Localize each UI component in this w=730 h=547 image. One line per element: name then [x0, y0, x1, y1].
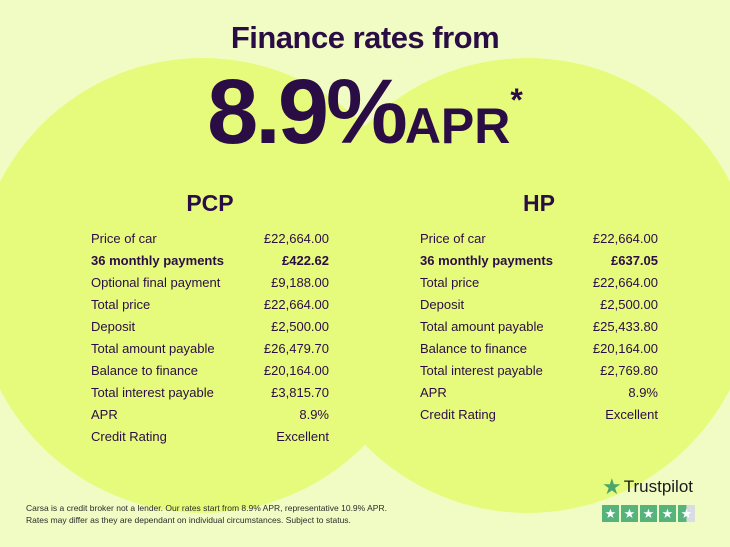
hp-rows: Price of car £22,664.00 36 monthly payment…	[420, 228, 658, 426]
row-label: Total amount payable	[91, 341, 215, 356]
row-label: Credit Rating	[420, 407, 496, 422]
row-label: Deposit	[91, 319, 136, 334]
row-label: Total price	[91, 297, 151, 312]
row-value: £22,664.00	[263, 231, 329, 246]
rate-apr: APR	[404, 98, 511, 154]
finance-row: Total amount payable £25,433.80	[420, 316, 658, 338]
row-value: £25,433.80	[592, 319, 658, 334]
rate-value: 8.9%	[207, 61, 408, 163]
row-label: Total interest payable	[420, 363, 543, 378]
rating-star-icon: ★	[659, 505, 676, 522]
row-value: £22,664.00	[592, 275, 658, 290]
hp-title: HP	[523, 190, 555, 216]
finance-row: Total price £22,664.00	[91, 294, 329, 316]
row-label: Deposit	[420, 297, 465, 312]
finance-row: Price of car £22,664.00	[91, 228, 329, 250]
finance-row: 36 monthly payments £637.05	[420, 250, 658, 272]
row-value: £3,815.70	[271, 385, 329, 400]
rating-star-icon: ★	[602, 505, 619, 522]
disclaimer: Carsa is a credit broker not a lender. O…	[26, 502, 387, 526]
finance-row: Deposit £2,500.00	[420, 294, 658, 316]
row-label: APR	[420, 385, 447, 400]
disclaimer-line: Rates may differ as they are dependant o…	[26, 515, 351, 525]
row-label: Credit Rating	[91, 429, 167, 444]
row-label: Optional final payment	[91, 275, 221, 290]
hp-panel: HP Price of car £22,664.00 36 monthly paym…	[420, 190, 658, 426]
finance-row: Balance to finance £20,164.00	[91, 360, 329, 382]
row-label: Balance to finance	[420, 341, 527, 356]
trustpilot-rating: ★ ★ ★ ★ ★	[602, 505, 695, 522]
pcp-title: PCP	[186, 190, 234, 216]
finance-row: Credit Rating Excellent	[420, 404, 658, 426]
rating-star-icon: ★	[640, 505, 657, 522]
headline-title: Finance rates from	[230, 20, 500, 55]
finance-row: Price of car £22,664.00	[420, 228, 658, 250]
finance-row: Credit Rating Excellent	[91, 426, 329, 448]
finance-row: Total price £22,664.00	[420, 272, 658, 294]
finance-row: APR 8.9%	[420, 382, 658, 404]
row-label: Price of car	[91, 231, 157, 246]
finance-row: Deposit £2,500.00	[91, 316, 329, 338]
rate-asterisk: *	[510, 82, 523, 118]
row-label: Total interest payable	[91, 385, 214, 400]
row-value: £9,188.00	[271, 275, 329, 290]
row-label: Balance to finance	[91, 363, 198, 378]
finance-row: Total interest payable £3,815.70	[91, 382, 329, 404]
row-value: 8.9%	[299, 407, 329, 422]
star-icon: ★	[602, 474, 622, 499]
row-value: £422.62	[282, 253, 329, 268]
row-value: Excellent	[276, 429, 329, 444]
trustpilot-logo: ★ Trustpilot	[602, 474, 695, 500]
rating-star-icon: ★	[678, 505, 695, 522]
row-value: Excellent	[605, 407, 658, 422]
headline-rate: 8.9%APR*	[0, 60, 730, 165]
pcp-rows: Price of car £22,664.00 36 monthly payment…	[91, 228, 329, 448]
row-value: £22,664.00	[592, 231, 658, 246]
disclaimer-line: Carsa is a credit broker not a lender. O…	[26, 503, 387, 513]
row-label: APR	[91, 407, 118, 422]
finance-row: Balance to finance £20,164.00	[420, 338, 658, 360]
row-value: £22,664.00	[263, 297, 329, 312]
row-value: £637.05	[611, 253, 658, 268]
finance-row: Total interest payable £2,769.80	[420, 360, 658, 382]
row-value: £20,164.00	[592, 341, 658, 356]
decorative-circle-right	[300, 58, 730, 513]
row-value: £2,500.00	[271, 319, 329, 334]
trustpilot-badge[interactable]: ★ Trustpilot ★ ★ ★ ★ ★	[602, 474, 695, 522]
finance-row: 36 monthly payments £422.62	[91, 250, 329, 272]
row-value: £26,479.70	[263, 341, 329, 356]
row-label: Total price	[420, 275, 480, 290]
row-value: £2,500.00	[600, 297, 658, 312]
finance-row: Optional final payment £9,188.00	[91, 272, 329, 294]
finance-row: Total amount payable £26,479.70	[91, 338, 329, 360]
row-value: £20,164.00	[263, 363, 329, 378]
row-label: Total amount payable	[420, 319, 544, 334]
row-label: 36 monthly payments	[91, 253, 224, 268]
row-label: Price of car	[420, 231, 486, 246]
trustpilot-name: Trustpilot	[623, 477, 694, 496]
rating-star-icon: ★	[621, 505, 638, 522]
row-value: £2,769.80	[600, 363, 658, 378]
row-value: 8.9%	[628, 385, 658, 400]
finance-row: APR 8.9%	[91, 404, 329, 426]
row-label: 36 monthly payments	[420, 253, 553, 268]
pcp-panel: PCP Price of car £22,664.00 36 monthly pay…	[91, 190, 329, 448]
